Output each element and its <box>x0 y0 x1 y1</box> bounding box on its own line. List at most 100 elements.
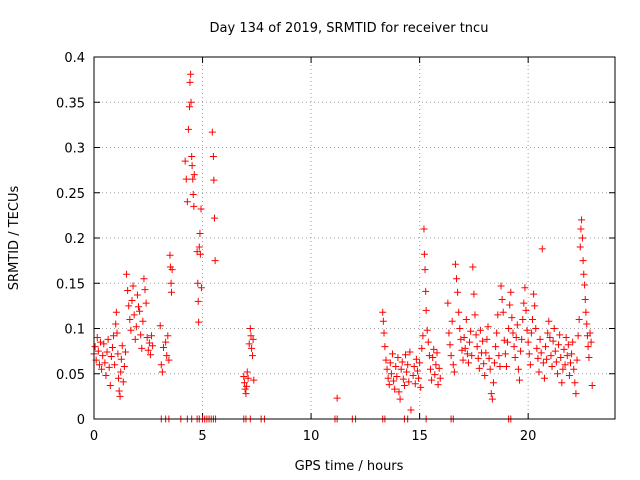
data-point <box>148 332 155 339</box>
data-point <box>471 311 478 318</box>
data-point <box>577 225 584 232</box>
data-point <box>453 275 460 282</box>
data-point <box>564 352 571 359</box>
data-point <box>158 361 165 368</box>
data-point <box>463 316 470 323</box>
data-point <box>412 380 419 387</box>
data-point <box>517 348 524 355</box>
data-point <box>114 350 121 357</box>
y-axis-label: SRMTID / TECUs <box>7 186 22 291</box>
data-point <box>583 320 590 327</box>
data-point <box>547 352 554 359</box>
data-point <box>551 325 558 332</box>
data-point <box>100 340 107 347</box>
data-point <box>334 395 341 402</box>
data-point <box>503 363 510 370</box>
data-point <box>513 334 520 341</box>
data-point <box>581 282 588 289</box>
data-point <box>186 79 193 86</box>
data-point <box>118 356 125 363</box>
data-point <box>563 334 570 341</box>
data-point <box>444 300 451 307</box>
data-point <box>486 355 493 362</box>
data-point <box>132 336 139 343</box>
data-point <box>567 359 574 366</box>
data-point <box>184 198 191 205</box>
data-point <box>533 345 540 352</box>
data-point <box>419 332 426 339</box>
data-point <box>479 338 486 345</box>
data-point <box>125 302 132 309</box>
data-point <box>250 377 257 384</box>
data-point <box>468 352 475 359</box>
data-point <box>489 396 496 403</box>
data-point <box>195 319 202 326</box>
x-tick-label: 15 <box>411 429 428 444</box>
data-point <box>580 257 587 264</box>
data-point <box>424 327 431 334</box>
data-point <box>560 346 567 353</box>
y-tick-label: 0.4 <box>64 51 85 66</box>
data-point <box>458 347 465 354</box>
data-point <box>183 176 190 183</box>
chart-svg: 00.050.10.150.20.250.30.350.40 5 10 15 20 Da… <box>0 0 640 480</box>
data-point <box>196 230 203 237</box>
data-point <box>447 341 454 348</box>
data-point <box>531 302 538 309</box>
data-point <box>436 365 443 372</box>
data-point <box>198 206 205 213</box>
data-point <box>244 368 251 375</box>
data-point <box>421 251 428 258</box>
data-point <box>381 343 388 350</box>
data-point <box>211 215 218 222</box>
data-point <box>105 336 112 343</box>
data-point <box>449 318 456 325</box>
data-point <box>411 363 418 370</box>
data-point <box>588 339 595 346</box>
data-point <box>136 308 143 315</box>
data-point <box>188 153 195 160</box>
data-point <box>527 361 534 368</box>
x-tick-label: 20 <box>520 429 537 444</box>
data-point <box>485 323 492 330</box>
data-point <box>539 245 546 252</box>
data-point <box>210 153 217 160</box>
y-tick-label: 0.25 <box>56 187 85 202</box>
data-point <box>401 382 408 389</box>
data-point <box>455 309 462 316</box>
data-point <box>117 393 124 400</box>
data-point <box>536 368 543 375</box>
data-point <box>121 363 128 370</box>
data-point <box>496 363 503 370</box>
data-point <box>394 354 401 361</box>
data-point <box>242 390 249 397</box>
x-tick-label: 0 <box>90 429 98 444</box>
data-point <box>451 368 458 375</box>
data-point <box>386 381 393 388</box>
x-tick-label: 10 <box>303 429 320 444</box>
data-point <box>476 365 483 372</box>
data-point <box>537 336 544 343</box>
data-point <box>568 350 575 357</box>
data-point <box>445 330 452 337</box>
data-point <box>481 372 488 379</box>
data-point <box>582 296 589 303</box>
data-point <box>137 331 144 338</box>
data-points <box>91 71 596 423</box>
data-point <box>247 325 254 332</box>
data-point <box>134 292 141 299</box>
data-point <box>490 379 497 386</box>
data-point <box>407 406 414 413</box>
data-point <box>526 350 533 357</box>
data-point <box>487 366 494 373</box>
data-point <box>194 280 201 287</box>
chart-title: Day 134 of 2019, SRMTID for receiver tnc… <box>210 21 489 36</box>
data-point <box>515 366 522 373</box>
data-point <box>577 244 584 251</box>
data-point <box>483 336 490 343</box>
data-point <box>574 357 581 364</box>
data-point <box>159 368 166 375</box>
data-point <box>138 345 145 352</box>
data-point <box>585 343 592 350</box>
data-point <box>209 129 216 136</box>
